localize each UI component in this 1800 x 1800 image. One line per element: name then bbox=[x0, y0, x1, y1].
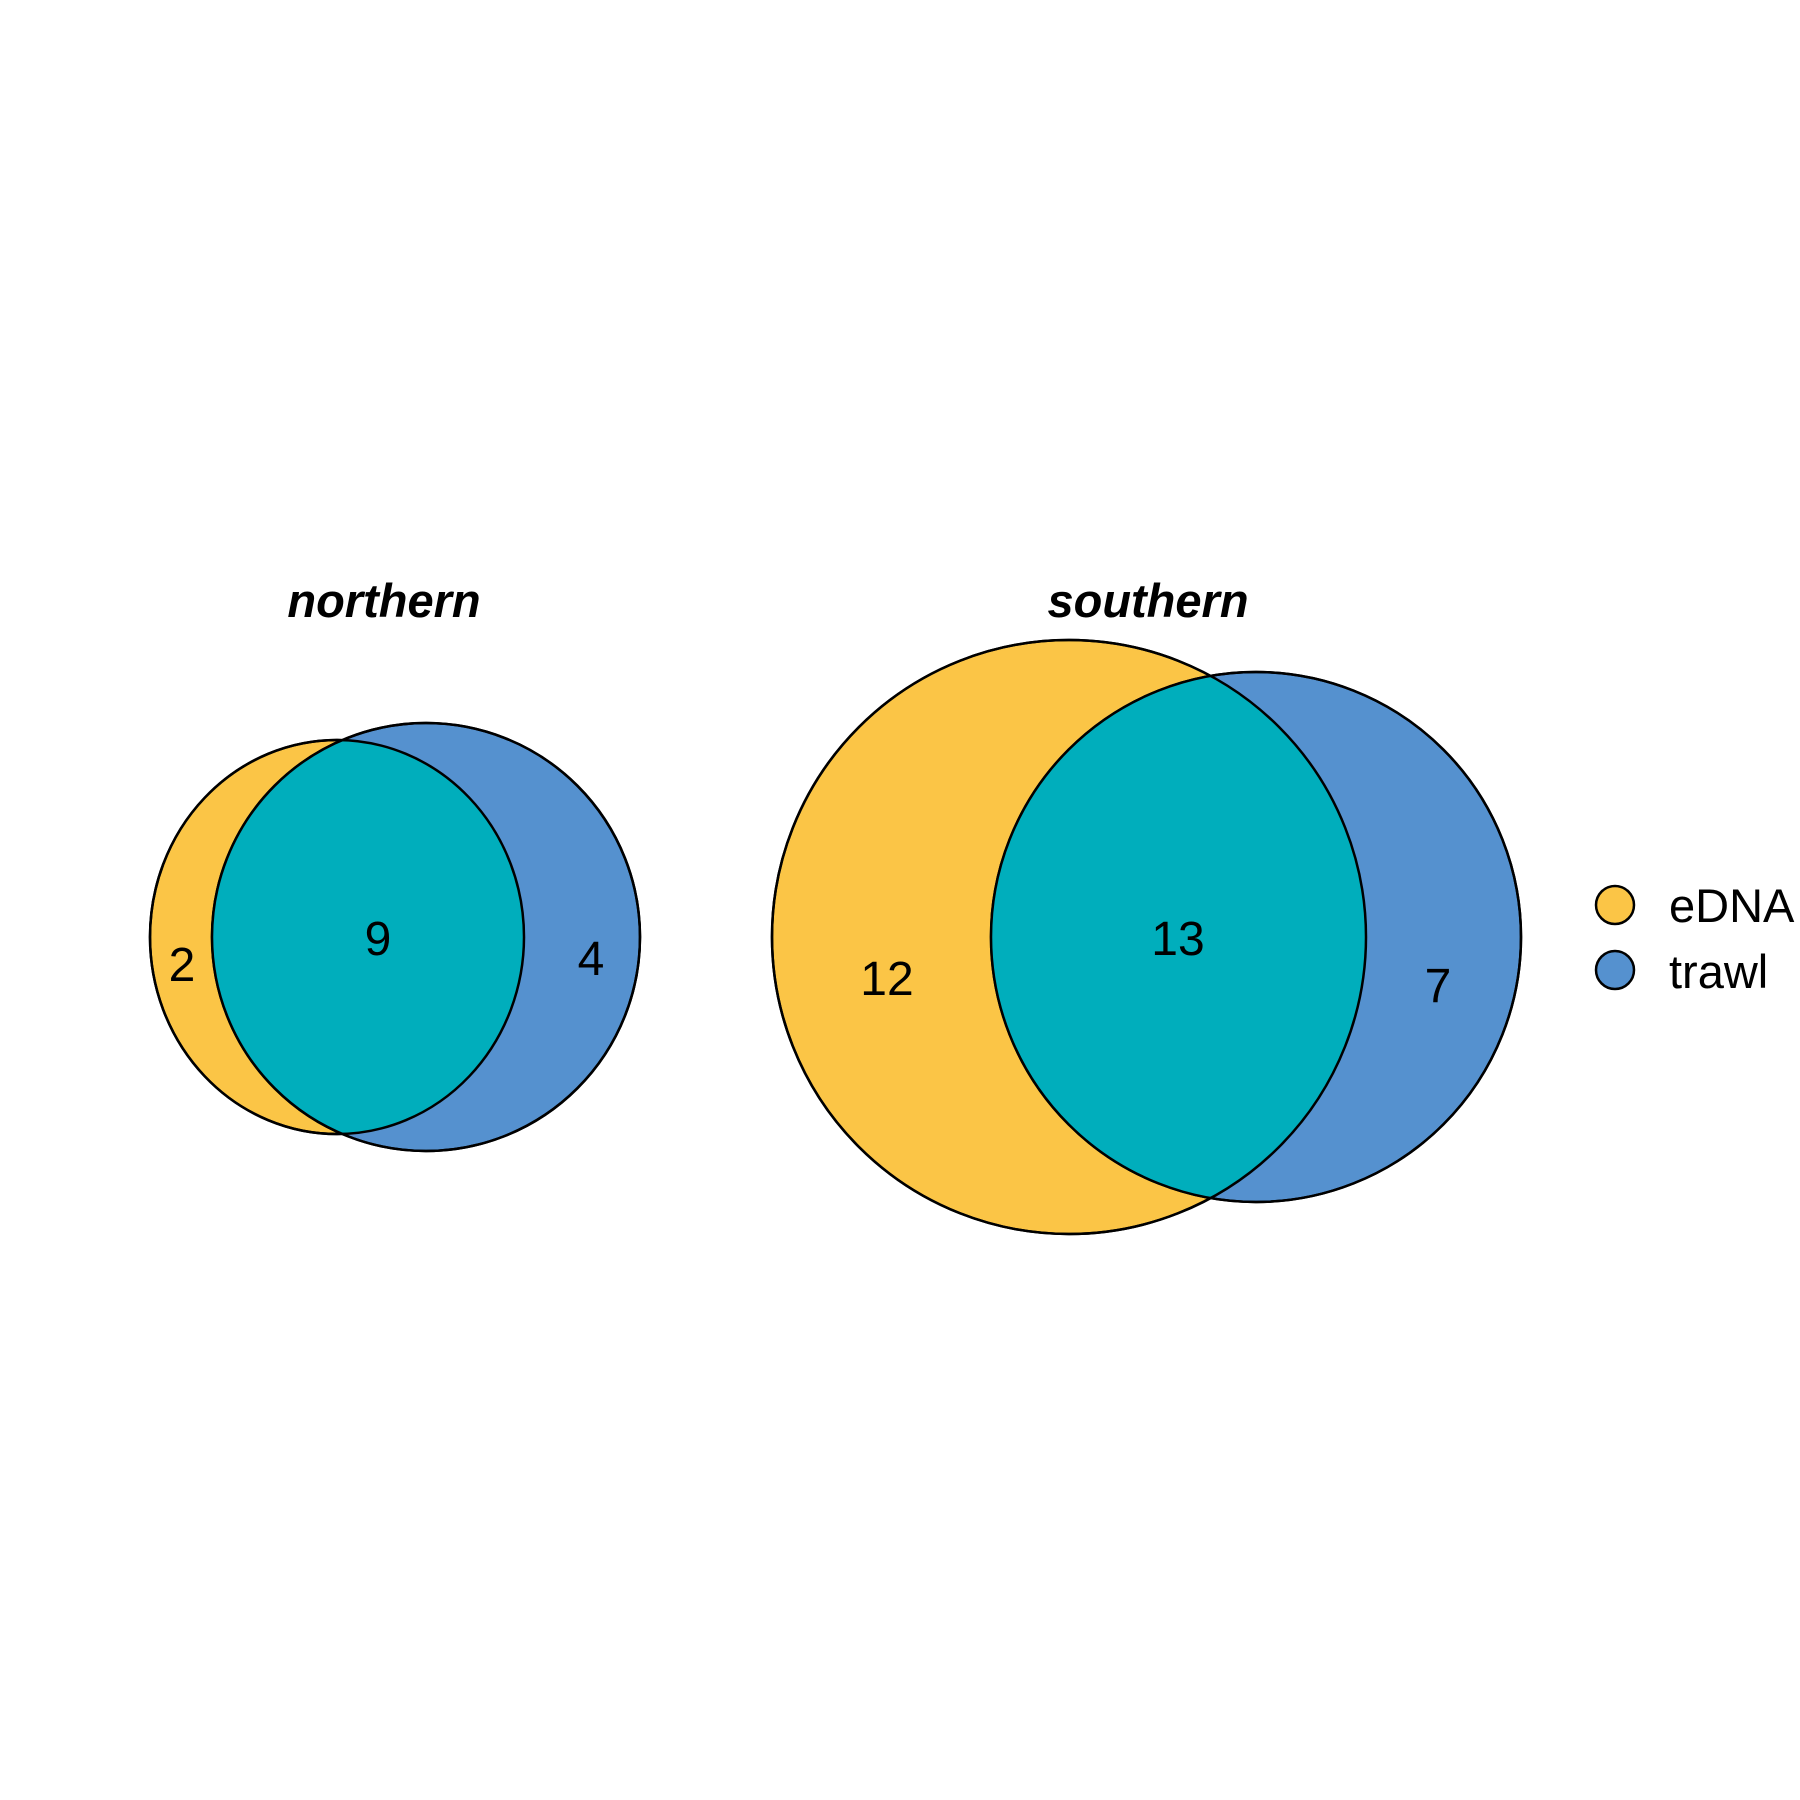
shared-count-southern: 13 bbox=[1151, 913, 1204, 966]
legend-label-trawl: trawl bbox=[1669, 945, 1768, 998]
shared-count-northern: 9 bbox=[365, 913, 392, 966]
trawl-only-count-southern: 7 bbox=[1425, 960, 1452, 1013]
venn-panel-southern: southern 12 13 7 bbox=[770, 574, 1523, 1236]
legend-item-edna: eDNA bbox=[1594, 879, 1795, 932]
edna-only-count-southern: 12 bbox=[860, 953, 913, 1006]
edna-outline-southern bbox=[770, 638, 1368, 1236]
overlap-region-northern bbox=[212, 740, 524, 1134]
legend: eDNA trawl bbox=[1594, 879, 1795, 998]
edna-outline-northern bbox=[148, 738, 526, 1136]
panel-title-southern: southern bbox=[1047, 574, 1248, 627]
legend-item-trawl: trawl bbox=[1594, 945, 1768, 998]
trawl-outline-southern bbox=[989, 670, 1523, 1204]
overlap-region-southern bbox=[991, 672, 1366, 1202]
legend-label-edna: eDNA bbox=[1669, 879, 1795, 932]
venn-panel-northern: northern 2 9 4 bbox=[148, 574, 642, 1153]
trawl-only-count-northern: 4 bbox=[578, 933, 605, 986]
edna-only-count-northern: 2 bbox=[169, 939, 196, 992]
trawl-legend-key-icon bbox=[1594, 949, 1636, 991]
trawl-outline-northern bbox=[210, 721, 642, 1153]
edna-legend-key-icon bbox=[1594, 884, 1636, 926]
panel-title-northern: northern bbox=[287, 574, 480, 627]
